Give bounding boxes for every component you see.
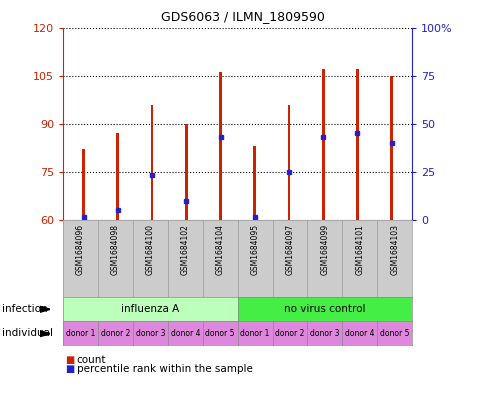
Text: GSM1684100: GSM1684100: [146, 224, 154, 275]
Text: GSM1684104: GSM1684104: [215, 224, 224, 275]
Bar: [287, 105, 290, 220]
Text: donor 1: donor 1: [66, 329, 95, 338]
Text: percentile rank within the sample: percentile rank within the sample: [76, 364, 252, 374]
Bar: [390, 75, 392, 220]
Text: no virus control: no virus control: [284, 304, 365, 314]
Text: GSM1684103: GSM1684103: [390, 224, 398, 275]
Polygon shape: [40, 331, 50, 337]
Text: donor 5: donor 5: [205, 329, 234, 338]
Text: individual: individual: [2, 328, 53, 338]
Text: donor 2: donor 2: [275, 329, 304, 338]
Text: influenza A: influenza A: [121, 304, 179, 314]
Text: GDS6063 / ILMN_1809590: GDS6063 / ILMN_1809590: [160, 10, 324, 23]
Bar: [355, 69, 358, 220]
Text: GSM1684102: GSM1684102: [181, 224, 189, 275]
Bar: [219, 72, 222, 220]
Text: donor 4: donor 4: [345, 329, 374, 338]
Text: donor 4: donor 4: [170, 329, 199, 338]
Text: donor 3: donor 3: [310, 329, 339, 338]
Bar: [116, 134, 119, 220]
Text: GSM1684098: GSM1684098: [111, 224, 120, 275]
Bar: [321, 69, 324, 220]
Text: GSM1684101: GSM1684101: [355, 224, 363, 275]
Bar: [151, 105, 153, 220]
Polygon shape: [40, 306, 50, 312]
Text: donor 3: donor 3: [136, 329, 165, 338]
Bar: [253, 146, 256, 220]
Text: count: count: [76, 355, 106, 365]
Text: GSM1684095: GSM1684095: [250, 224, 259, 275]
Text: ■: ■: [65, 355, 75, 365]
Bar: [184, 124, 187, 220]
Text: ■: ■: [65, 364, 75, 374]
Bar: [82, 149, 85, 220]
Text: infection: infection: [2, 304, 48, 314]
Text: donor 1: donor 1: [240, 329, 269, 338]
Text: donor 5: donor 5: [379, 329, 408, 338]
Text: donor 2: donor 2: [101, 329, 130, 338]
Text: GSM1684097: GSM1684097: [285, 224, 294, 275]
Text: GSM1684096: GSM1684096: [76, 224, 85, 275]
Text: GSM1684099: GSM1684099: [320, 224, 329, 275]
